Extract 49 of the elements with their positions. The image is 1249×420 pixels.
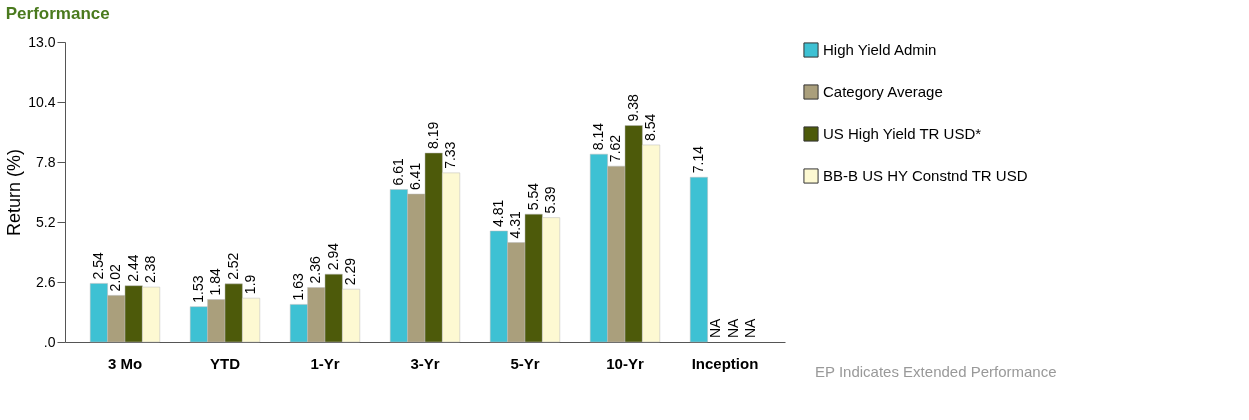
x-tick-label: YTD bbox=[210, 354, 241, 372]
x-tick-label: 3 Mo bbox=[107, 354, 143, 372]
data-label: 1.9 bbox=[242, 274, 259, 295]
data-label: 2.02 bbox=[107, 263, 124, 292]
data-label: 8.19 bbox=[424, 121, 441, 149]
legend-label: US High Yield TR USD* bbox=[823, 125, 982, 142]
data-label: 1.63 bbox=[289, 272, 306, 301]
x-tick-label: 3-Yr bbox=[410, 354, 440, 372]
data-label: 8.14 bbox=[589, 122, 606, 151]
data-label: 6.41 bbox=[407, 162, 424, 191]
bar bbox=[689, 176, 708, 343]
data-label: 5.39 bbox=[542, 186, 559, 214]
y-tick-label: 2.6 bbox=[36, 273, 56, 290]
data-label: 1.53 bbox=[189, 275, 206, 303]
data-label: 8.54 bbox=[642, 113, 659, 141]
x-tick-label: Inception bbox=[691, 354, 759, 372]
data-label: 6.61 bbox=[389, 158, 406, 186]
data-label: 9.38 bbox=[624, 94, 641, 122]
data-label: 2.29 bbox=[342, 257, 359, 286]
data-label: 2.52 bbox=[224, 252, 241, 280]
y-tick-label: .0 bbox=[43, 333, 56, 350]
x-tick-label: 10-Yr bbox=[606, 354, 644, 372]
data-label: 4.31 bbox=[507, 211, 524, 239]
legend-label: BB-B US HY Constnd TR USD bbox=[823, 167, 1028, 184]
data-label: 2.36 bbox=[307, 256, 324, 284]
x-tick-label: 1-Yr bbox=[310, 354, 340, 372]
text: NA bbox=[707, 318, 724, 338]
data-label: 7.33 bbox=[442, 141, 459, 169]
y-axis-title: Return (%) bbox=[4, 148, 25, 237]
y-tick-label: 5.2 bbox=[36, 213, 56, 230]
data-label: 2.94 bbox=[324, 242, 341, 271]
y-tick-label: 7.8 bbox=[36, 153, 56, 170]
data-label: 7.14 bbox=[689, 145, 706, 174]
x-tick-label: 5-Yr bbox=[510, 354, 540, 372]
data-label: 4.81 bbox=[489, 199, 506, 227]
chart-title: Performance bbox=[5, 4, 110, 23]
data-label: 2.54 bbox=[89, 251, 106, 280]
text: NA bbox=[742, 318, 759, 338]
y-tick-label: 13.0 bbox=[28, 33, 56, 50]
legend-label: Category Average bbox=[823, 83, 943, 100]
y-tick-label: 10.4 bbox=[28, 93, 56, 110]
data-label: 7.62 bbox=[607, 134, 624, 163]
data-label: 5.54 bbox=[524, 182, 541, 211]
data-label: 2.44 bbox=[124, 254, 141, 282]
legend-label: High Yield Admin bbox=[823, 41, 937, 58]
text: NA bbox=[724, 318, 741, 338]
data-label: 1.84 bbox=[207, 268, 224, 296]
text: EP Indicates Extended Performance bbox=[815, 363, 1057, 380]
data-label: 2.38 bbox=[142, 255, 159, 284]
